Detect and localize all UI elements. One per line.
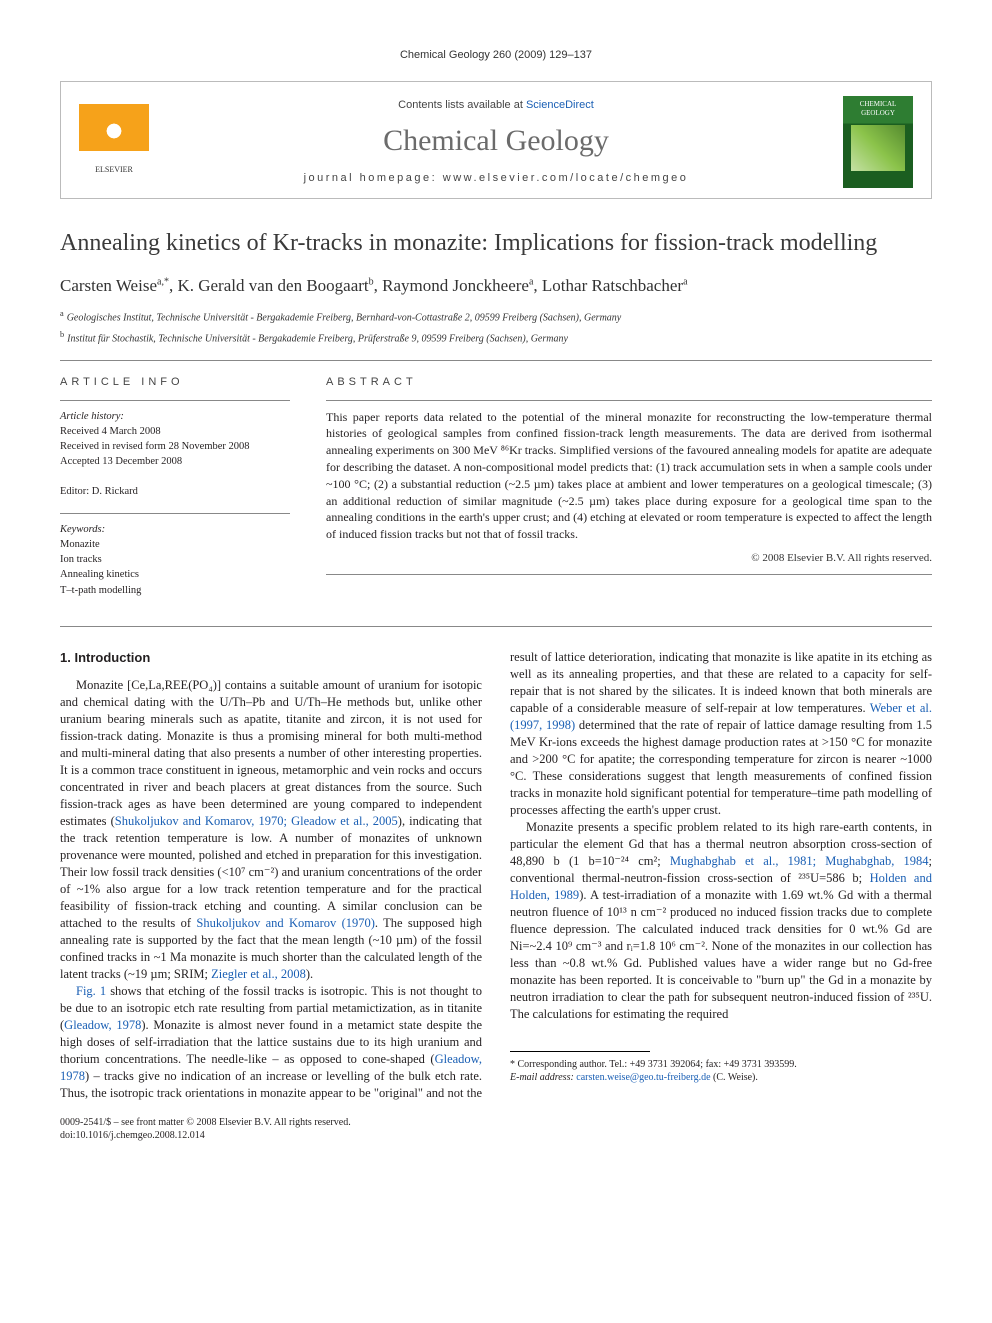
author-list: Carsten Weisea,*, K. Gerald van den Boog… [60, 275, 932, 298]
citation-link[interactable]: Shukoljukov and Komarov, 1970; Gleadow e… [115, 814, 398, 828]
article-history: Article history: Received 4 March 2008 R… [60, 409, 290, 470]
email-suffix: (C. Weise). [713, 1072, 758, 1083]
body-paragraph: Monazite presents a specific problem rel… [510, 819, 932, 1023]
page-footer: 0009-2541/$ – see front matter © 2008 El… [60, 1116, 932, 1143]
footnote-line: E-mail address: carsten.weise@geo.tu-fre… [510, 1071, 932, 1085]
journal-masthead: ELSEVIER Contents lists available at Sci… [60, 81, 932, 199]
citation-link[interactable]: Shukoljukov and Komarov (1970) [196, 916, 375, 930]
running-head: Chemical Geology 260 (2009) 129–137 [60, 48, 932, 63]
affiliation: bInstitut für Stochastik, Technische Uni… [60, 329, 932, 346]
sciencedirect-link[interactable]: ScienceDirect [526, 99, 594, 111]
citation-link[interactable]: Ziegler et al., 2008 [211, 967, 306, 981]
history-label: Article history: [60, 409, 290, 424]
keyword: Monazite [60, 537, 290, 552]
homepage-url: www.elsevier.com/locate/chemgeo [443, 172, 689, 184]
elsevier-logo: ELSEVIER [79, 104, 149, 180]
contents-prefix: Contents lists available at [398, 99, 526, 111]
history-line: Received 4 March 2008 [60, 424, 290, 439]
email-label: E-mail address: [510, 1072, 574, 1083]
footer-doi: doi:10.1016/j.chemgeo.2008.12.014 [60, 1129, 351, 1143]
figure-link[interactable]: Fig. 1 [76, 984, 106, 998]
history-line: Accepted 13 December 2008 [60, 454, 290, 469]
divider [60, 360, 932, 361]
article-title: Annealing kinetics of Kr-tracks in monaz… [60, 227, 932, 259]
contents-availability: Contents lists available at ScienceDirec… [167, 98, 825, 113]
footnote-line: * Corresponding author. Tel.: +49 3731 3… [510, 1058, 932, 1072]
journal-title: Chemical Geology [167, 121, 825, 162]
author: Carsten Weisea,* [60, 276, 169, 295]
article-body: 1. Introduction Monazite [Ce,La,REE(PO₄)… [60, 649, 932, 1102]
homepage-prefix: journal homepage: [304, 172, 443, 184]
abstract-heading: ABSTRACT [326, 375, 932, 390]
author: K. Gerald van den Boogaartb [177, 276, 373, 295]
elsevier-logo-label: ELSEVIER [95, 165, 133, 176]
keyword: Annealing kinetics [60, 567, 290, 582]
affiliation: aGeologisches Institut, Technische Unive… [60, 308, 932, 325]
author: Lothar Ratschbachera [542, 276, 688, 295]
section-heading: 1. Introduction [60, 649, 482, 667]
cover-label-bottom: GEOLOGY [861, 109, 895, 118]
keyword: Ion tracks [60, 552, 290, 567]
citation-link[interactable]: Mughabghab et al., 1981; Mughabghab, 198… [670, 854, 929, 868]
article-info-heading: ARTICLE INFO [60, 375, 290, 390]
editor: Editor: D. Rickard [60, 484, 290, 499]
abstract-copyright: © 2008 Elsevier B.V. All rights reserved… [326, 551, 932, 566]
cover-label-top: CHEMICAL [860, 100, 897, 109]
abstract-text: This paper reports data related to the p… [326, 409, 932, 543]
footer-copyright: 0009-2541/$ – see front matter © 2008 El… [60, 1116, 351, 1130]
footnote-separator [510, 1051, 650, 1052]
corresponding-author-footnote: * Corresponding author. Tel.: +49 3731 3… [510, 1058, 932, 1085]
keyword: T–t-path modelling [60, 583, 290, 598]
cover-image [851, 125, 905, 171]
author: Raymond Jonckheerea [382, 276, 533, 295]
keywords-block: Keywords: Monazite Ion tracks Annealing … [60, 522, 290, 598]
citation-link[interactable]: Gleadow, 1978 [64, 1018, 141, 1032]
divider [60, 626, 932, 627]
journal-homepage: journal homepage: www.elsevier.com/locat… [167, 171, 825, 186]
email-link[interactable]: carsten.weise@geo.tu-freiberg.de [576, 1072, 710, 1083]
journal-cover-thumbnail: CHEMICAL GEOLOGY [843, 96, 913, 188]
history-line: Received in revised form 28 November 200… [60, 439, 290, 454]
body-paragraph: Monazite [Ce,La,REE(PO₄)] contains a sui… [60, 677, 482, 983]
keywords-label: Keywords: [60, 522, 290, 537]
